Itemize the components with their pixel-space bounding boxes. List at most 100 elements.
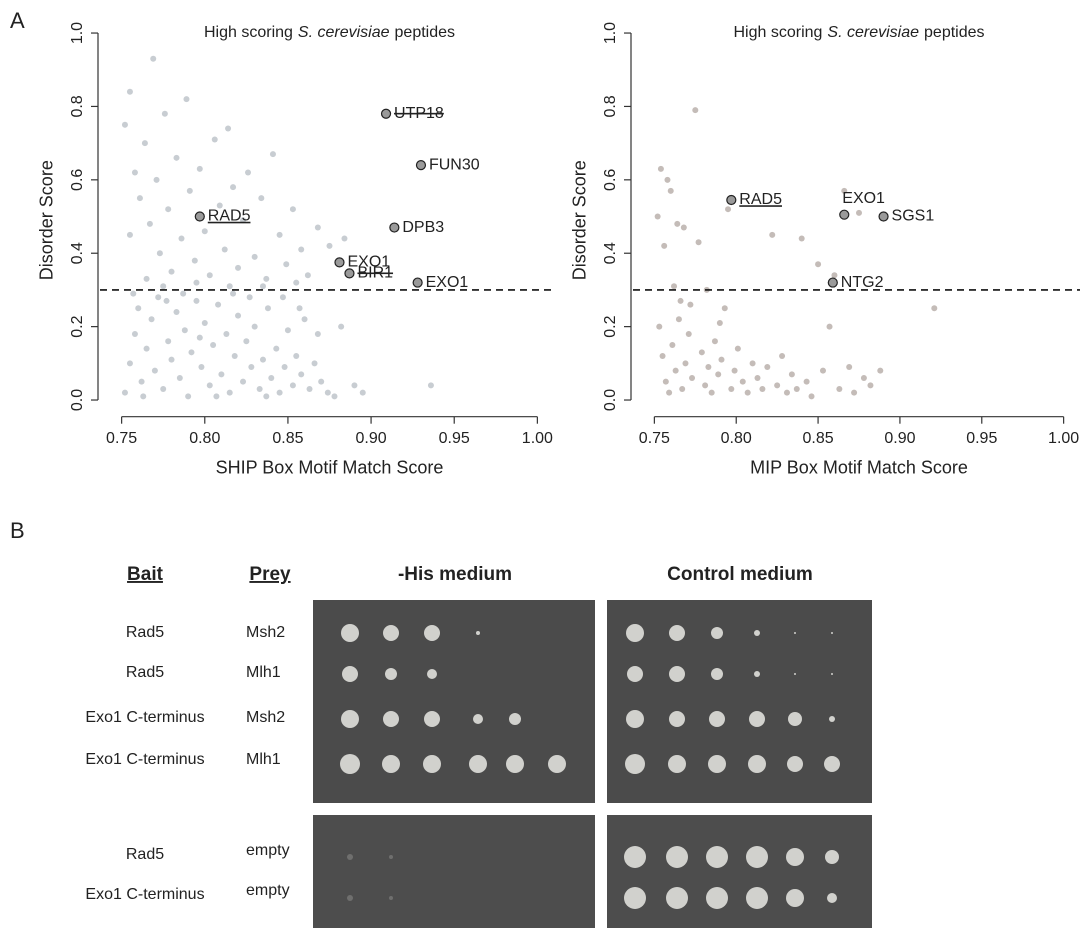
point-label: DPB3	[402, 219, 444, 236]
y-tick-label: 0.6	[602, 169, 619, 191]
x-tick-label: 0.80	[721, 430, 752, 447]
colony	[424, 711, 440, 727]
title-part: High scoring	[204, 24, 293, 41]
point	[210, 341, 217, 348]
highlight-point	[726, 194, 737, 206]
point	[860, 375, 867, 382]
colony	[831, 632, 833, 634]
colony	[711, 627, 723, 639]
colony	[383, 711, 399, 727]
point	[677, 297, 684, 304]
point	[725, 206, 732, 213]
point	[165, 206, 172, 213]
point	[754, 375, 761, 382]
point	[263, 393, 270, 400]
plates	[313, 600, 872, 928]
point	[226, 389, 233, 396]
point	[306, 386, 313, 393]
point	[165, 338, 172, 345]
point	[856, 209, 862, 216]
colony	[383, 625, 399, 641]
title-part: peptides	[395, 24, 456, 41]
point	[734, 345, 741, 352]
point	[150, 55, 157, 62]
point	[931, 305, 938, 312]
x-tick-label: 0.90	[356, 430, 387, 447]
point	[687, 301, 694, 308]
point	[143, 275, 150, 282]
point	[764, 363, 771, 370]
point	[283, 261, 290, 268]
point	[126, 231, 133, 238]
point	[798, 235, 805, 242]
highlight-point	[194, 211, 205, 222]
point	[181, 327, 188, 334]
point	[218, 371, 225, 378]
point	[276, 231, 283, 238]
point	[248, 363, 255, 370]
prey-label: Msh2	[246, 624, 285, 641]
colony	[786, 889, 804, 907]
point	[304, 272, 311, 279]
point	[289, 382, 296, 389]
title-part: S. cerevisiae	[827, 24, 919, 41]
point	[284, 327, 291, 334]
colony	[754, 671, 760, 677]
point	[191, 257, 198, 264]
point	[311, 360, 318, 367]
colony	[624, 887, 646, 909]
point	[669, 341, 676, 348]
point	[338, 323, 345, 330]
y-tick-label: 1.0	[69, 22, 86, 44]
point	[240, 378, 247, 385]
colony	[389, 855, 393, 859]
point	[148, 316, 155, 323]
point-label: BIR1	[357, 265, 393, 282]
colony	[347, 854, 353, 860]
colony	[824, 756, 840, 772]
highlight-point	[878, 211, 889, 222]
control-header: Control medium	[667, 564, 813, 585]
colony	[624, 846, 646, 868]
colony	[827, 893, 837, 903]
point	[231, 352, 238, 359]
point	[196, 334, 203, 341]
colony	[746, 887, 768, 909]
y-axis-title: Disorder Score	[37, 160, 57, 280]
point	[803, 378, 810, 385]
highlight-point	[415, 160, 427, 171]
y-tick-label: 0.8	[602, 95, 619, 117]
colony	[669, 625, 685, 641]
point	[146, 220, 153, 227]
y-tick-label: 0.6	[69, 169, 86, 191]
point	[793, 386, 800, 393]
point	[168, 356, 175, 363]
colony	[668, 755, 686, 773]
point	[155, 294, 162, 301]
point	[318, 378, 325, 385]
point	[226, 283, 233, 290]
point	[126, 360, 133, 367]
x-axis-title: MIP Box Motif Match Score	[750, 457, 968, 477]
point	[293, 279, 300, 286]
point-label: EXO1	[842, 190, 885, 207]
point	[698, 349, 705, 356]
colony	[341, 624, 359, 642]
point	[298, 246, 305, 253]
point	[243, 338, 250, 345]
highlight-point	[380, 108, 392, 119]
point	[731, 367, 738, 374]
point	[359, 389, 366, 396]
colony	[754, 630, 760, 636]
point	[160, 386, 167, 393]
x-tick-label: 0.85	[272, 430, 303, 447]
colony	[794, 632, 796, 634]
point-label: NTG2	[841, 274, 884, 291]
point	[744, 389, 751, 396]
point	[198, 363, 205, 370]
point	[264, 305, 271, 312]
point	[269, 151, 276, 158]
point	[240, 217, 247, 224]
highlight-point	[389, 222, 400, 233]
